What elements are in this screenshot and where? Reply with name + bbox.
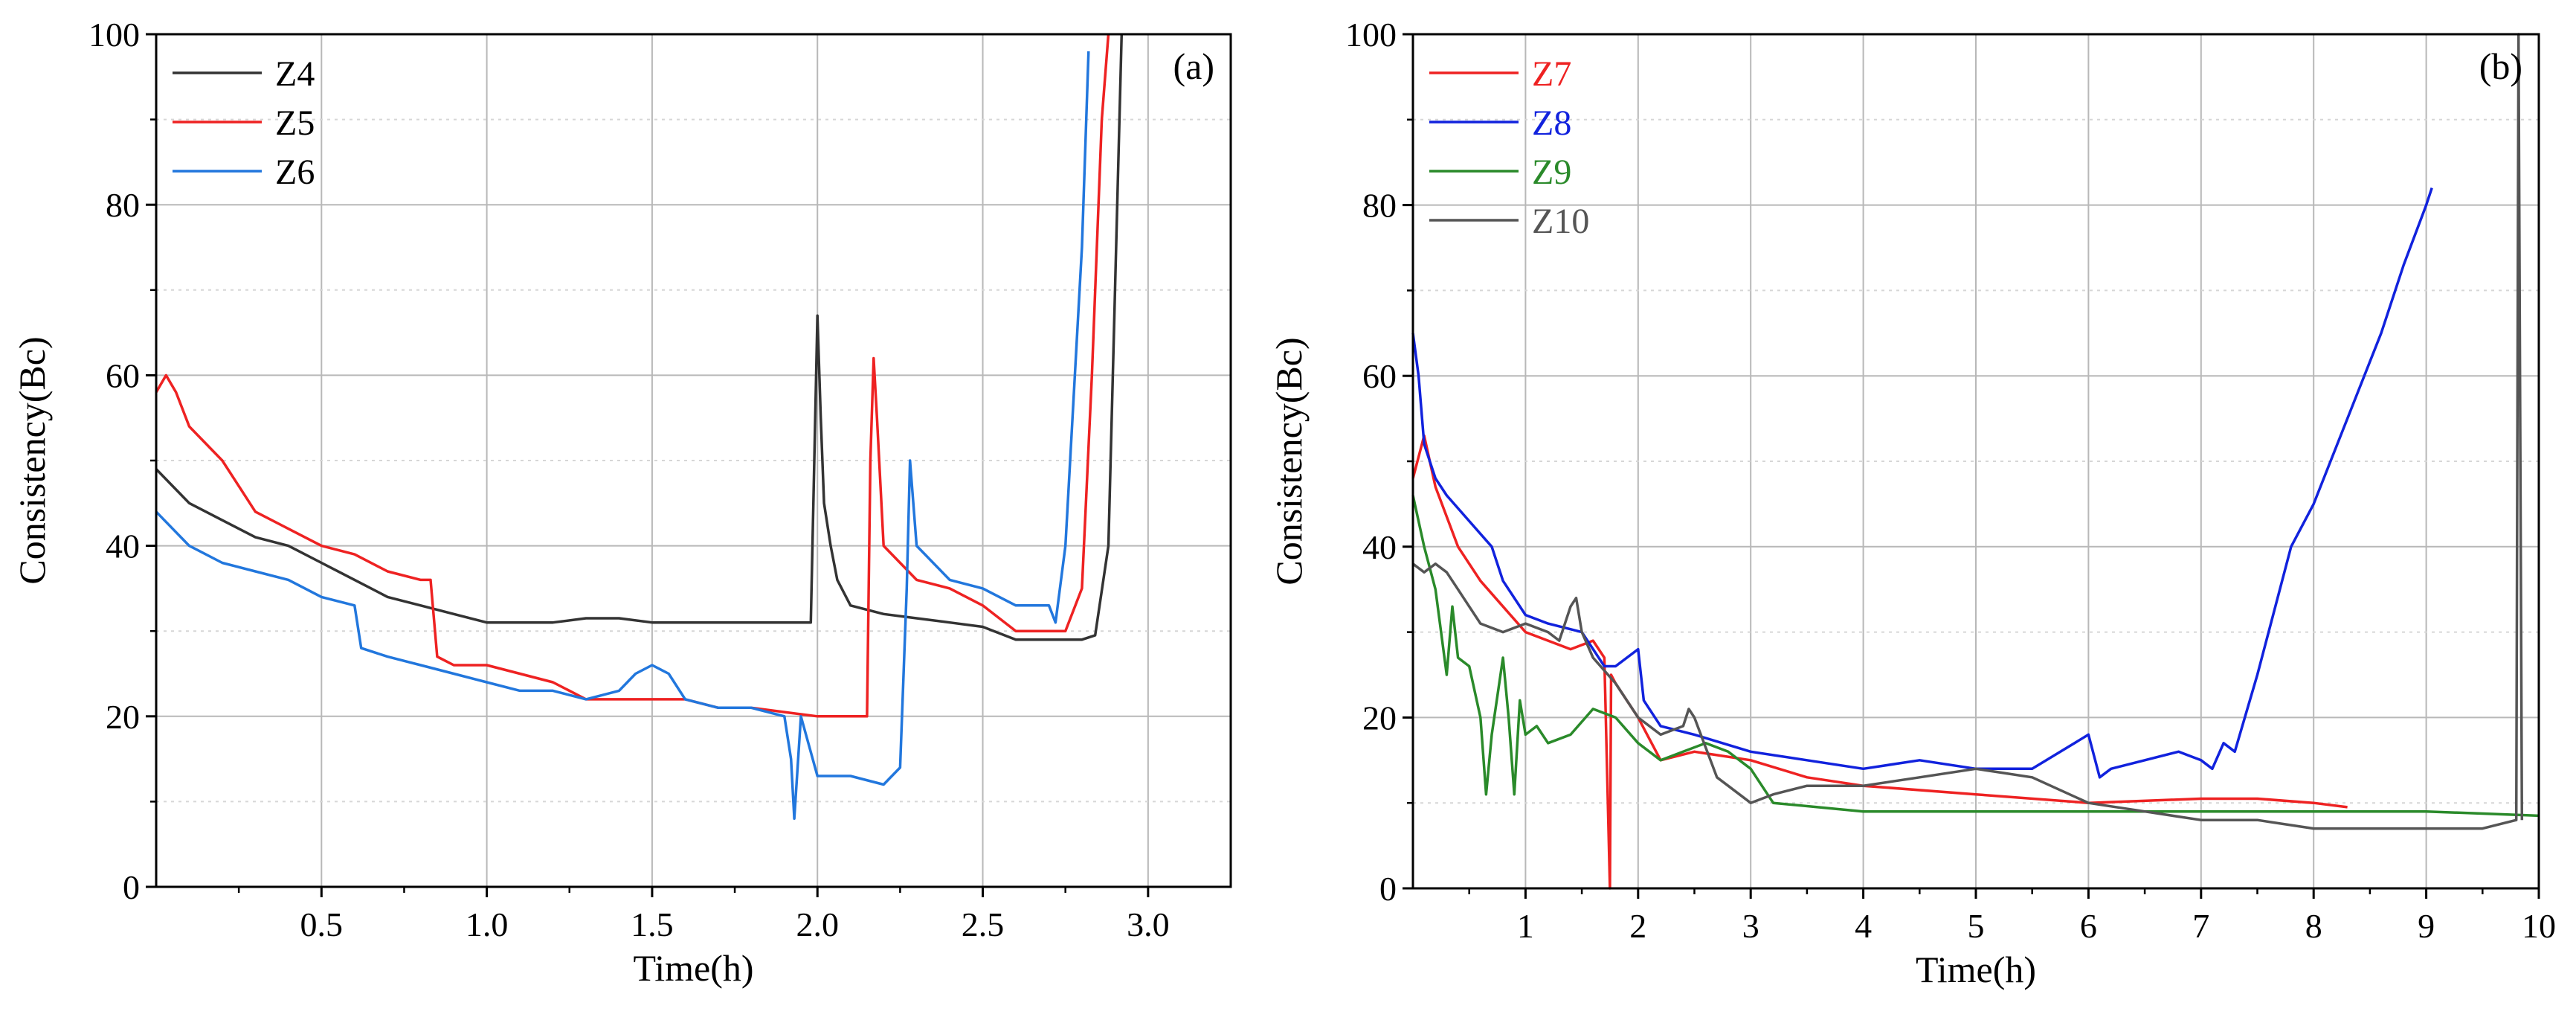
y-tick-label: 20 [106, 698, 140, 736]
legend-label-z10: Z10 [1532, 202, 1589, 241]
x-tick-label: 2.0 [796, 905, 839, 943]
x-tick-label: 1.0 [466, 905, 509, 943]
x-tick-label: 3 [1742, 907, 1759, 945]
y-tick-label: 100 [88, 16, 140, 54]
legend-label-z8: Z8 [1532, 103, 1571, 143]
y-tick-label: 80 [1362, 187, 1397, 225]
x-tick-label: 10 [2522, 907, 2556, 945]
x-axis-title: Time(h) [633, 947, 753, 989]
panel-label: (b) [2479, 45, 2522, 87]
series-line-z8 [1411, 187, 2433, 779]
y-tick-label: 100 [1345, 16, 1397, 54]
y-tick-label: 0 [123, 868, 140, 906]
y-tick-label: 40 [106, 527, 140, 565]
panel-a: 0.5 1.0 1.5 2.0 2.5 3.0 0 20 40 60 80 100 Time(h) Con… [11, 16, 1232, 989]
x-tick-label: 2 [1629, 907, 1646, 945]
legend-label-z5: Z5 [275, 103, 315, 143]
legend-label-z9: Z9 [1532, 153, 1571, 192]
y-tick-label: 60 [106, 356, 140, 394]
series-line-z10 [1411, 33, 2524, 830]
legend-label-z7: Z7 [1532, 54, 1571, 94]
x-tick-label: 7 [2192, 907, 2209, 945]
legend-label-z6: Z6 [275, 153, 315, 192]
x-axis-title: Time(h) [1916, 949, 2036, 990]
x-tick-label: 1 [1517, 907, 1534, 945]
x-tick-label: 6 [2080, 907, 2097, 945]
y-tick-label: 40 [1362, 528, 1397, 566]
x-tick-label: 3.0 [1127, 905, 1170, 943]
x-tick-label: 1.5 [631, 905, 674, 943]
x-tick-label: 4 [1855, 907, 1872, 945]
x-tick-label: 2.5 [962, 905, 1005, 943]
y-tick-label: 20 [1362, 699, 1397, 737]
series-line-z6 [155, 51, 1090, 821]
x-tick-label: 9 [2418, 907, 2435, 945]
x-tick-label: 0.5 [300, 905, 344, 943]
y-tick-label: 0 [1379, 870, 1397, 908]
panel-b: 1 2 3 4 5 6 7 8 9 10020406080100Time(h)Consistenc… [1268, 16, 2556, 990]
series-line-z4 [155, 33, 1124, 641]
y-axis-title: Consistency(Bc) [11, 336, 53, 584]
x-tick-label: 5 [1968, 907, 1985, 945]
panel-label: (a) [1173, 45, 1215, 87]
x-tick-label: 8 [2305, 907, 2322, 945]
y-tick-label: 60 [1362, 357, 1397, 395]
series-line-z5 [155, 33, 1110, 718]
legend-label-z4: Z4 [275, 54, 315, 94]
series-line-z9 [1411, 495, 2540, 818]
y-tick-label: 80 [106, 186, 140, 224]
y-axis-title: Consistency(Bc) [1268, 337, 1310, 585]
